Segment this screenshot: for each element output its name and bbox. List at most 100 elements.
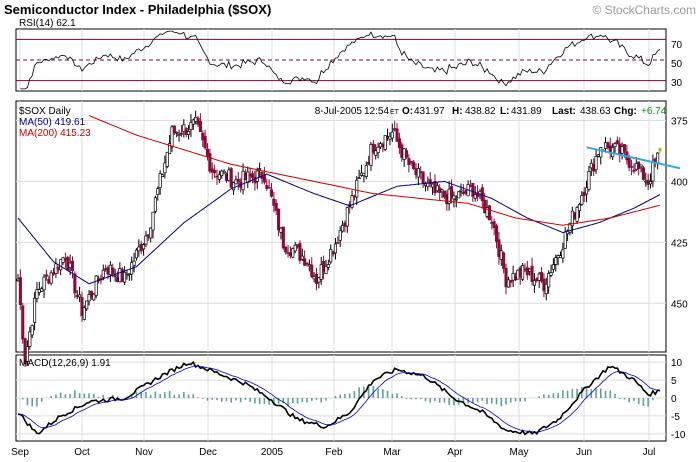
price-candle-body (92, 293, 96, 301)
price-candle-body (587, 171, 591, 190)
price-candle-body (80, 297, 84, 317)
resistance-trendline (586, 146, 681, 170)
x-label-nov: Nov (135, 447, 153, 458)
price-candle-body (82, 307, 86, 320)
price-candle-body (246, 171, 250, 183)
copyright-text: © StockCharts.com (592, 3, 696, 17)
price-candle-body (158, 173, 162, 189)
price-candle-body (198, 120, 202, 133)
price-candle-body (213, 170, 217, 174)
price-candle-body (267, 186, 271, 189)
price-candle-body (284, 246, 288, 253)
price-candle-body (160, 174, 165, 177)
price-candle-body (111, 267, 115, 275)
x-label-apr: Apr (447, 447, 463, 458)
price-candle-body (355, 179, 359, 198)
price-panel (15, 100, 667, 353)
price-candle-body (319, 264, 323, 280)
price-candle-body (509, 280, 513, 283)
price-candle-body (49, 272, 53, 284)
quote-low-label: L: (500, 106, 509, 117)
price-candle-body (333, 243, 337, 254)
price-candle-body (151, 211, 155, 231)
price-candle-body (220, 170, 224, 176)
price-candle-body (255, 170, 259, 182)
rsi-line (20, 30, 661, 90)
price-candle-body (577, 204, 582, 211)
price-candle-body (521, 265, 525, 280)
rsi-tick-50: 50 (671, 59, 683, 70)
price-candle-body (397, 138, 401, 149)
price-candle-body (549, 272, 553, 276)
macd-tick-0: 0 (671, 394, 677, 405)
price-candle-body (70, 260, 75, 271)
rsi-tick-70: 70 (671, 40, 683, 51)
price-candle-body (324, 265, 328, 275)
price-candle-body (317, 277, 321, 283)
price-candle-body (258, 168, 262, 170)
quote-chg-label: Chg: (614, 106, 637, 117)
price-candle-body (554, 257, 558, 265)
price-candle-body (208, 153, 212, 172)
price-candle-body (134, 249, 139, 259)
price-candle-body (163, 162, 167, 174)
price-candle-body (85, 300, 89, 310)
price-candle-body (454, 198, 458, 201)
macd-label: MACD(12,26,9) 1.91 (19, 358, 111, 369)
price-candle-body (376, 146, 380, 153)
price-candle-body (551, 264, 555, 270)
macd-line (17, 360, 661, 436)
price-candle-body (442, 190, 446, 198)
price-candle-body (113, 275, 117, 277)
price-candle-body (165, 151, 169, 167)
macd-signal-line (17, 365, 661, 433)
macd-tick-10: 10 (671, 358, 683, 369)
quote-date: 8-Jul-2005 (315, 106, 363, 117)
price-candle-body (293, 244, 297, 252)
ma200-line (88, 115, 661, 226)
price-candle-body (563, 231, 567, 249)
price-candle-body (300, 255, 304, 260)
price-candle-body (568, 222, 572, 233)
rsi-tick-30: 30 (671, 78, 683, 89)
price-candle-body (648, 181, 653, 185)
x-label-may: May (510, 447, 529, 458)
price-candle-body (575, 207, 579, 222)
price-candle-body (622, 144, 627, 152)
price-candle-body (222, 170, 226, 174)
price-candle-body (269, 189, 274, 197)
price-candle-body (530, 265, 534, 282)
price-candle-body (44, 274, 48, 277)
ma200-label: MA(200) 415.23 (19, 128, 91, 139)
price-candle-body (303, 258, 307, 266)
price-candle-body (532, 279, 536, 286)
price-candle-body (383, 135, 387, 150)
price-candle-body (30, 325, 34, 336)
price-candle-body (281, 226, 285, 249)
price-candle-body (94, 275, 98, 296)
price-candle-body (632, 169, 636, 172)
price-candle-body (298, 243, 302, 261)
ma50-label: MA(50) 419.61 (19, 117, 86, 128)
price-candle-body (506, 279, 510, 288)
price-candle-body (639, 164, 643, 168)
x-label-feb: Feb (325, 447, 343, 458)
x-label-sep: Sep (11, 447, 29, 458)
x-label-2005: 2005 (261, 447, 284, 458)
x-label-jun: Jun (576, 447, 592, 458)
price-candle-body (404, 150, 409, 158)
price-candle-body (250, 173, 255, 179)
x-label-mar: Mar (383, 447, 401, 458)
price-candle-body (585, 187, 589, 195)
quote-high: 438.82 (465, 106, 496, 117)
price-candle-body (599, 147, 603, 158)
x-label-oct: Oct (74, 447, 90, 458)
price-candle-body (630, 165, 634, 168)
price-candle-body (189, 121, 193, 130)
price-candle-body (172, 125, 176, 134)
quote-time: 12:54 (364, 106, 389, 117)
price-candle-body (371, 143, 375, 153)
price-candle-body (177, 134, 181, 137)
price-candle-body (101, 269, 105, 278)
